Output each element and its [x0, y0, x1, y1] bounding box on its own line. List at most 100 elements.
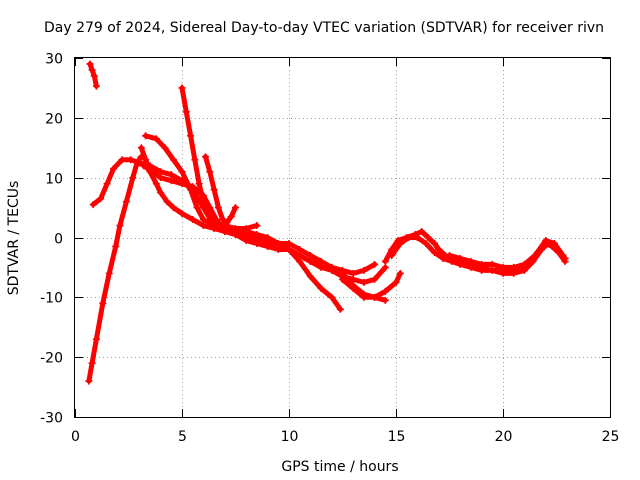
data-point — [99, 299, 107, 307]
data-point — [448, 257, 456, 265]
data-point — [336, 305, 344, 313]
data-point — [88, 66, 96, 74]
x-tick-label: 20 — [495, 429, 513, 445]
data-point — [424, 234, 432, 241]
data-point — [88, 359, 96, 367]
data-point — [242, 225, 250, 233]
data-point — [253, 239, 261, 247]
data-point — [435, 245, 443, 253]
data-point — [206, 204, 214, 212]
data-point — [92, 335, 100, 343]
y-tick-label: 0 — [54, 232, 63, 248]
data-point — [110, 165, 118, 173]
data-point — [264, 242, 272, 250]
data-point — [531, 251, 539, 259]
data-point — [232, 228, 239, 236]
data-point — [392, 278, 400, 286]
data-point — [296, 257, 304, 265]
data-series-arc-h — [141, 163, 343, 312]
data-point — [178, 84, 186, 92]
data-point — [169, 156, 177, 164]
data-point — [349, 269, 357, 277]
data-point — [178, 180, 186, 188]
data-point — [148, 168, 156, 176]
data-point — [349, 284, 357, 292]
data-point — [242, 236, 250, 244]
data-point — [396, 269, 404, 277]
data-point — [189, 186, 197, 194]
data-point — [510, 263, 518, 271]
data-point — [285, 239, 293, 247]
data-series-arc-b — [90, 157, 191, 208]
data-point — [478, 260, 486, 268]
data-series-arc-a — [86, 154, 144, 384]
data-point — [499, 263, 507, 271]
data-point — [559, 251, 567, 259]
data-point — [388, 251, 396, 259]
data-point — [418, 228, 426, 236]
y-tick-label: 30 — [45, 52, 63, 68]
data-point — [219, 216, 227, 224]
data-point — [285, 245, 293, 253]
data-point — [189, 216, 197, 224]
data-point — [178, 210, 186, 218]
data-point — [178, 168, 186, 176]
y-axis-title: SDTVAR / TECUs — [6, 181, 22, 296]
data-point — [431, 239, 439, 247]
data-point — [139, 162, 147, 170]
data-point — [167, 171, 175, 179]
data-point — [371, 260, 379, 268]
data-point — [122, 198, 130, 206]
data-point — [112, 242, 120, 250]
data-point — [360, 293, 368, 301]
data-point — [405, 234, 413, 241]
x-tick-label: 15 — [388, 429, 406, 445]
data-point — [212, 216, 220, 224]
data-point — [210, 186, 218, 194]
plot-frame — [74, 57, 611, 418]
axis-ticks: 0 5 10 15 20 25 -30 -20 -10 0 10 20 30 — [40, 52, 619, 446]
chart-title: Day 279 of 2024, Sidereal Day-to-day VTE… — [44, 20, 604, 36]
x-axis-title: GPS time / hours — [281, 459, 398, 475]
data-point — [223, 219, 231, 227]
data-series-arc-l — [389, 235, 568, 276]
data-point — [396, 239, 404, 247]
data-point — [274, 245, 282, 253]
data-point — [135, 159, 143, 167]
data-point — [169, 204, 177, 212]
data-point — [478, 266, 486, 274]
data-point — [142, 132, 150, 140]
data-point — [371, 275, 379, 283]
data-point — [129, 174, 137, 182]
data-point — [488, 266, 496, 274]
data-point — [253, 234, 261, 241]
data-point — [306, 257, 314, 265]
data-point — [161, 144, 169, 152]
data-series-group — [85, 60, 569, 385]
data-point — [89, 201, 97, 209]
data-point — [339, 269, 346, 277]
data-point — [157, 174, 165, 182]
data-point — [446, 251, 453, 259]
data-point — [456, 260, 464, 268]
data-point — [317, 257, 325, 265]
data-point — [167, 177, 175, 185]
data-point — [195, 180, 203, 188]
data-point — [199, 222, 207, 230]
data-point — [202, 153, 210, 161]
data-point — [253, 222, 261, 230]
data-point — [306, 251, 314, 259]
data-point — [317, 284, 325, 292]
data-point — [520, 266, 528, 274]
data-point — [210, 222, 218, 230]
data-series-arc-c — [87, 61, 99, 89]
x-tick-label: 5 — [178, 429, 187, 445]
data-point — [92, 82, 100, 90]
y-tick-label: 10 — [45, 172, 63, 188]
data-point — [339, 275, 346, 283]
data-point — [550, 239, 558, 247]
data-point — [296, 245, 304, 253]
x-tick-label: 0 — [71, 429, 80, 445]
data-point — [431, 248, 439, 256]
y-tick-label: -20 — [40, 351, 63, 367]
